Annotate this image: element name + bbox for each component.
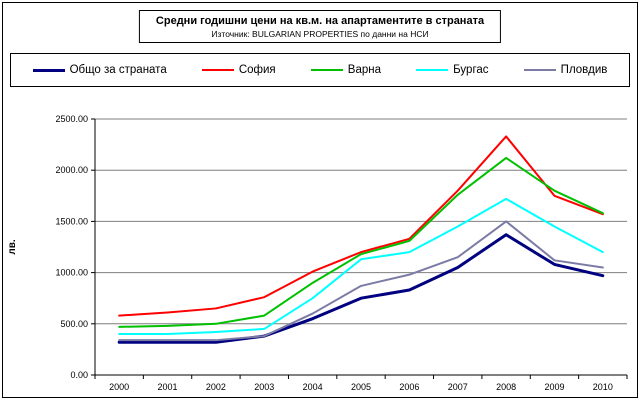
y-tick-label: 500.00	[60, 319, 88, 329]
legend-line-swatch	[416, 69, 449, 71]
legend-label: Пловдив	[560, 64, 608, 76]
plot-area: 0.00 500.00 1000.00 1500.00 2000.00 2500.00 20…	[3, 91, 637, 397]
series-line-Общо за страната	[117, 233, 605, 344]
y-tick-label: 1500.00	[55, 216, 88, 226]
x-tick-label: 2007	[448, 382, 468, 392]
x-tick-label: 2001	[158, 382, 178, 392]
legend-item: Пловдив	[523, 64, 608, 76]
legend-line-swatch	[32, 68, 65, 72]
x-tick-label: 2009	[544, 382, 564, 392]
legend-label: София	[238, 64, 276, 76]
legend-line-swatch	[523, 69, 556, 71]
series-line-Бургас	[118, 197, 604, 336]
chart-title: Средни годишни цени на кв.м. на апартаме…	[155, 15, 485, 27]
plot-svg: 0.00 500.00 1000.00 1500.00 2000.00 2500.00 20…	[7, 114, 628, 392]
legend-line-swatch	[310, 69, 343, 71]
series-line-Пловдив	[118, 220, 604, 342]
x-tick-label: 2002	[206, 382, 226, 392]
series-line-София	[118, 135, 604, 317]
x-tick-label: 2006	[399, 382, 419, 392]
chart-legend: Общо за страната София Варна Бургас Пловдив	[10, 53, 630, 87]
x-tick-label: 2000	[109, 382, 129, 392]
y-tick-label: 2500.00	[55, 114, 88, 124]
chart-subtitle: Източник: BULGARIAN PROPERTIES по данни …	[211, 29, 429, 39]
legend-line-swatch	[201, 69, 234, 71]
legend-label: Общо за страната	[69, 64, 167, 76]
x-tick-label: 2003	[254, 382, 274, 392]
legend-item: Бургас	[416, 64, 489, 76]
legend-label: Бургас	[453, 64, 489, 76]
chart-frame: Средни годишни цени на кв.м. на апартаме…	[2, 2, 638, 398]
x-tick-label: 2010	[593, 382, 613, 392]
series-line-Варна	[118, 156, 604, 328]
chart-title-box: Средни годишни цени на кв.м. на апартаме…	[138, 10, 502, 43]
y-tick-label: 1000.00	[55, 268, 88, 278]
y-tick-label: 0.00	[70, 370, 88, 380]
x-tick-label: 2005	[351, 382, 371, 392]
legend-item: София	[201, 64, 276, 76]
y-tick-label: 2000.00	[55, 165, 88, 175]
legend-item: Общо за страната	[32, 64, 167, 76]
legend-item: Варна	[310, 64, 382, 76]
x-tick-label: 2004	[303, 382, 323, 392]
legend-label: Варна	[347, 64, 382, 76]
y-axis-title: лв.	[7, 239, 18, 255]
x-tick-label: 2008	[496, 382, 516, 392]
